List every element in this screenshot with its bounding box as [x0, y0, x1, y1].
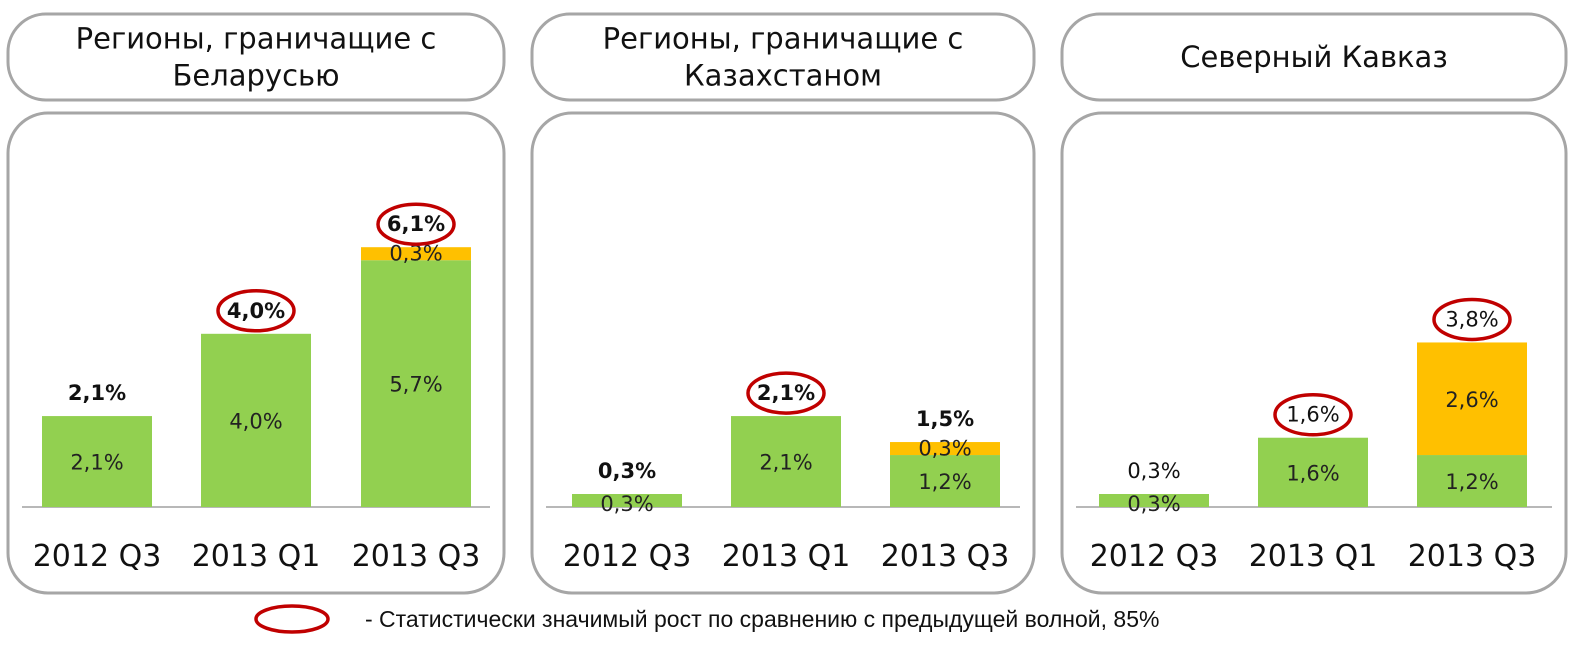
legend-significance-circle — [254, 604, 330, 634]
segment-label: 0,3% — [918, 437, 971, 461]
category-tick-label: 2013 Q1 — [192, 539, 321, 574]
segment-label: 4,0% — [229, 409, 282, 433]
bar-segment — [361, 247, 471, 261]
bar-segment — [42, 416, 152, 507]
bar-segment — [890, 455, 1000, 507]
bar-segment — [1417, 455, 1527, 507]
panel-title-box — [6, 12, 506, 102]
panel-title-box — [1060, 12, 1568, 102]
total-label: 0,3% — [598, 459, 656, 483]
total-label: 3,8% — [1445, 307, 1498, 331]
significance-circle — [746, 371, 826, 415]
segment-label: 5,7% — [389, 373, 442, 397]
total-label: 1,6% — [1286, 403, 1339, 427]
bar-segment — [572, 494, 682, 507]
panel-title-line: Северный Кавказ — [1180, 40, 1448, 74]
category-tick-label: 2012 Q3 — [563, 539, 692, 574]
category-tick-label: 2013 Q3 — [352, 539, 481, 574]
panel-chart-box — [530, 111, 1036, 595]
segment-label: 0,3% — [600, 492, 653, 516]
bar-segment — [890, 442, 1000, 456]
segment-label: 1,2% — [918, 470, 971, 494]
bar-segment — [201, 333, 311, 507]
panel-title-line: Регионы, граничащие с — [603, 22, 964, 56]
panel-title-box — [530, 12, 1036, 102]
category-tick-label: 2013 Q1 — [722, 539, 851, 574]
category-tick-label: 2012 Q3 — [1090, 539, 1219, 574]
significance-circle — [216, 289, 296, 333]
legend-text: - Статистически значимый рост по сравнен… — [365, 606, 1159, 632]
segment-label: 0,3% — [1127, 492, 1180, 516]
panel-title-line: Регионы, граничащие с — [76, 22, 437, 56]
total-label: 2,1% — [757, 381, 815, 405]
significance-circle — [376, 202, 456, 246]
bar-segment — [1099, 494, 1209, 507]
segment-label: 1,2% — [1445, 470, 1498, 494]
bar-segment — [361, 260, 471, 507]
total-label: 2,1% — [68, 381, 126, 405]
chart-panel-3: Северный Кавказ 0,3% 0,3% 2012 Q3 1,6% 1,6% 20… — [1060, 12, 1568, 595]
significance-circle — [1273, 392, 1353, 437]
legend: - Статистически значимый рост по сравнен… — [254, 604, 1159, 634]
segment-label: 2,1% — [759, 451, 812, 475]
total-label: 6,1% — [387, 212, 445, 236]
bar-segment — [731, 416, 841, 507]
bar-segment — [1417, 342, 1527, 456]
bar-segment — [1258, 437, 1368, 507]
significance-circle — [1432, 297, 1512, 342]
category-tick-label: 2013 Q3 — [1408, 539, 1537, 574]
segment-label: 1,6% — [1286, 461, 1339, 485]
total-label: 1,5% — [916, 407, 974, 431]
total-label: 4,0% — [227, 299, 285, 323]
segment-label: 2,1% — [70, 451, 123, 475]
category-tick-label: 2013 Q1 — [1249, 539, 1378, 574]
panel-title-line: Казахстаном — [684, 59, 882, 93]
category-tick-label: 2013 Q3 — [881, 539, 1010, 574]
panel-title-line: Беларусью — [172, 59, 339, 93]
segment-label: 2,6% — [1445, 388, 1498, 412]
category-tick-label: 2012 Q3 — [33, 539, 162, 574]
total-label: 0,3% — [1127, 459, 1180, 483]
